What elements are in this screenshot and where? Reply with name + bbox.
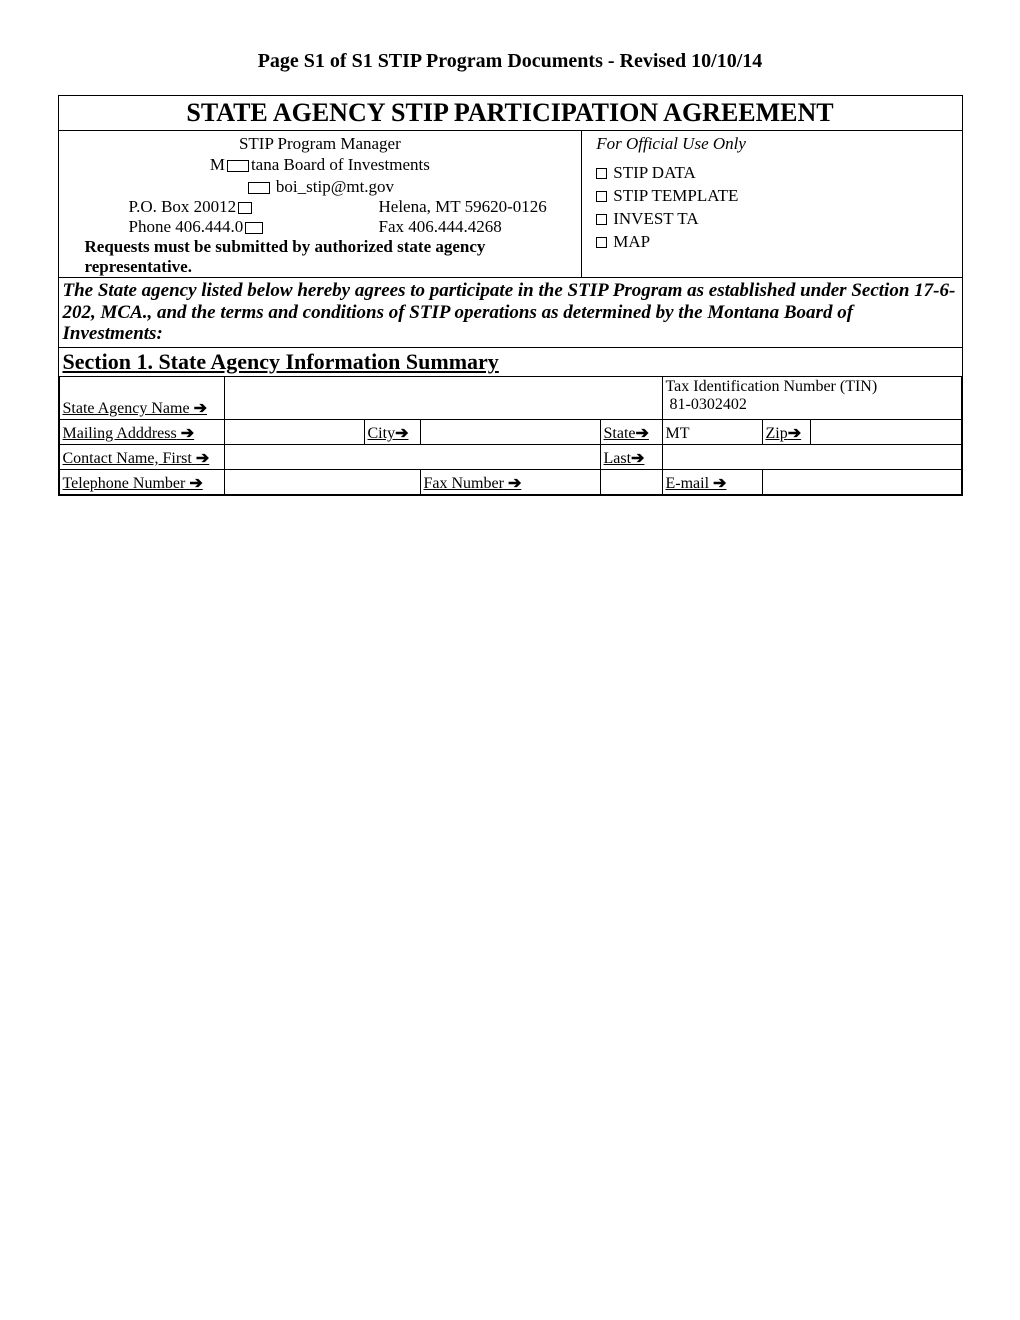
checkbox-icon (238, 202, 252, 214)
chk-label: MAP (613, 231, 650, 254)
requests-note: Requests must be submitted by authorized… (59, 237, 582, 277)
pm-row5: Phone 406.444.0 Fax 406.444.4268 (59, 217, 582, 237)
pm-city-zip: Helena, MT 59620-0126 (379, 197, 547, 217)
label-fax: Fax Number ➔ (420, 469, 600, 494)
chk-label: STIP TEMPLATE (613, 185, 738, 208)
label-last: Last➔ (600, 444, 662, 469)
arrow-icon: ➔ (395, 425, 408, 442)
value-tin: 81-0302402 (666, 396, 958, 414)
field-contact-first[interactable] (224, 444, 600, 469)
program-manager-block: STIP Program Manager Mtana Board of Inve… (59, 131, 583, 277)
checkbox-icon[interactable] (596, 191, 607, 202)
arrow-icon: ➔ (713, 475, 726, 492)
agreement-text: The State agency listed below hereby agr… (59, 278, 962, 349)
pm-fax: Fax 406.444.4268 (379, 217, 502, 237)
page-header: Page S1 of S1 STIP Program Documents - R… (40, 50, 980, 73)
field-last[interactable] (662, 444, 961, 469)
chk-stip-data: STIP DATA (596, 162, 961, 185)
field-agency-name[interactable] (224, 377, 662, 419)
field-fax[interactable] (600, 469, 662, 494)
label-state: State➔ (600, 419, 662, 444)
agency-info-table: State Agency Name ➔ Tax Identification N… (59, 377, 962, 495)
document-title: STATE AGENCY STIP PARTICIPATION AGREEMEN… (59, 96, 962, 131)
row-mailing: Mailing Adddress ➔ City➔ State➔ MT Zip➔ (59, 419, 961, 444)
chk-stip-template: STIP TEMPLATE (596, 185, 961, 208)
official-use-block: For Official Use Only STIP DATA STIP TEM… (582, 131, 961, 277)
arrow-icon: ➔ (636, 425, 649, 442)
field-zip[interactable] (810, 419, 961, 444)
field-telephone[interactable] (224, 469, 420, 494)
checkbox-icon (248, 182, 270, 194)
label-city: City➔ (364, 419, 420, 444)
pm-line2-post: tana Board of Investments (251, 155, 430, 174)
header-info-row: STIP Program Manager Mtana Board of Inve… (59, 131, 962, 278)
section1-title: Section 1. State Agency Information Summ… (59, 348, 962, 377)
chk-label: STIP DATA (613, 162, 696, 185)
checkbox-icon[interactable] (596, 214, 607, 225)
checkbox-icon[interactable] (596, 237, 607, 248)
label-tin: Tax Identification Number (TIN) (666, 378, 958, 396)
arrow-icon: ➔ (508, 475, 521, 492)
row-contact: Contact Name, First ➔ Last➔ (59, 444, 961, 469)
pm-pobox: P.O. Box 20012 (129, 197, 237, 216)
pm-row4: P.O. Box 20012 Helena, MT 59620-0126 (59, 197, 582, 217)
field-city[interactable] (420, 419, 600, 444)
checkbox-icon (245, 222, 263, 234)
checkbox-icon[interactable] (596, 168, 607, 179)
field-mailing[interactable] (224, 419, 364, 444)
row-telephone: Telephone Number ➔ Fax Number ➔ E-mail ➔ (59, 469, 961, 494)
row-agency-name: State Agency Name ➔ Tax Identification N… (59, 377, 961, 419)
arrow-icon: ➔ (189, 475, 202, 492)
label-telephone: Telephone Number ➔ (59, 469, 224, 494)
arrow-icon: ➔ (196, 450, 209, 467)
arrow-icon: ➔ (788, 425, 801, 442)
chk-label: INVEST TA (613, 208, 698, 231)
pm-phone: Phone 406.444.0 (129, 217, 244, 236)
label-zip: Zip➔ (762, 419, 810, 444)
arrow-icon: ➔ (181, 425, 194, 442)
checkbox-icon (227, 160, 249, 172)
field-email[interactable] (762, 469, 961, 494)
field-tin: Tax Identification Number (TIN) 81-03024… (662, 377, 961, 419)
label-mailing: Mailing Adddress ➔ (59, 419, 224, 444)
pm-line2: Mtana Board of Investments (59, 154, 582, 175)
chk-map: MAP (596, 231, 961, 254)
field-state[interactable]: MT (662, 419, 762, 444)
official-use-label: For Official Use Only (596, 133, 961, 156)
arrow-icon: ➔ (631, 450, 644, 467)
label-email: E-mail ➔ (662, 469, 762, 494)
chk-invest-ta: INVEST TA (596, 208, 961, 231)
pm-line2-pre: M (210, 155, 225, 174)
document-frame: STATE AGENCY STIP PARTICIPATION AGREEMEN… (58, 95, 963, 496)
pm-line3: boi_stip@mt.gov (59, 176, 582, 197)
label-contact-first: Contact Name, First ➔ (59, 444, 224, 469)
pm-line1: STIP Program Manager (59, 133, 582, 154)
pm-email: boi_stip@mt.gov (276, 177, 394, 196)
arrow-icon: ➔ (194, 400, 207, 417)
label-agency-name: State Agency Name ➔ (59, 377, 224, 419)
